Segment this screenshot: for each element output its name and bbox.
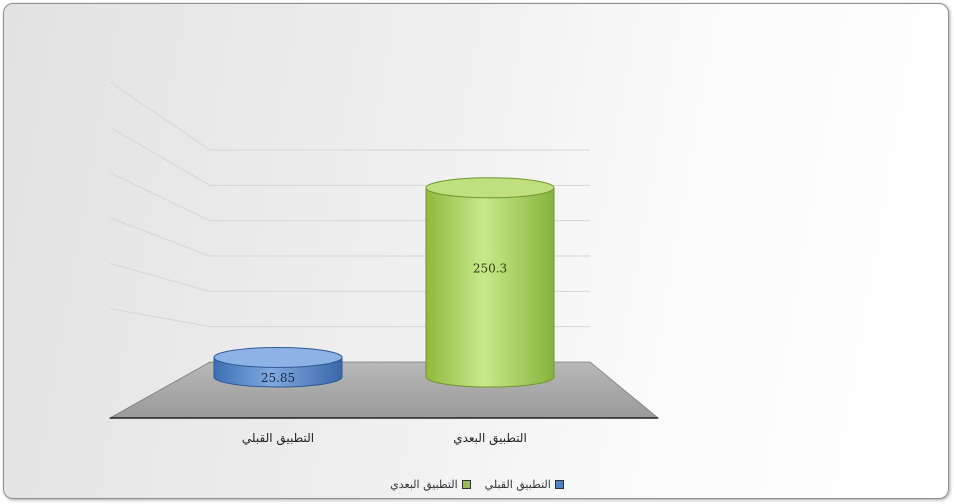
category-label: التطبيق البعدي <box>453 431 527 446</box>
bar-top <box>425 177 555 199</box>
legend-label-before: التطبيق القبلي <box>484 478 551 491</box>
bar-after <box>425 177 555 388</box>
gridline <box>109 126 590 186</box>
chart-floor <box>108 361 660 419</box>
legend-item-after: التطبيق البعدي <box>390 478 471 491</box>
bar-top <box>213 346 343 368</box>
category-label: التطبيق القبلي <box>242 431 314 446</box>
legend-item-before: التطبيق القبلي <box>485 478 564 491</box>
bars <box>213 177 555 388</box>
bar-body <box>425 187 555 388</box>
legend-label-after: التطبيق البعدي <box>390 478 458 491</box>
gridline <box>109 81 590 151</box>
data-label: 25.85 <box>261 371 295 385</box>
floor-plane <box>108 361 660 419</box>
legend-swatch-after <box>461 480 471 489</box>
legend: التطبيق القبلي التطبيق البعدي <box>0 478 954 491</box>
labels: 25.85 التطبيق القبلي 250.3 التطبيق البعدي <box>242 261 527 446</box>
bar-before <box>213 346 343 388</box>
legend-swatch-before <box>554 480 564 489</box>
data-label: 250.3 <box>473 261 507 275</box>
